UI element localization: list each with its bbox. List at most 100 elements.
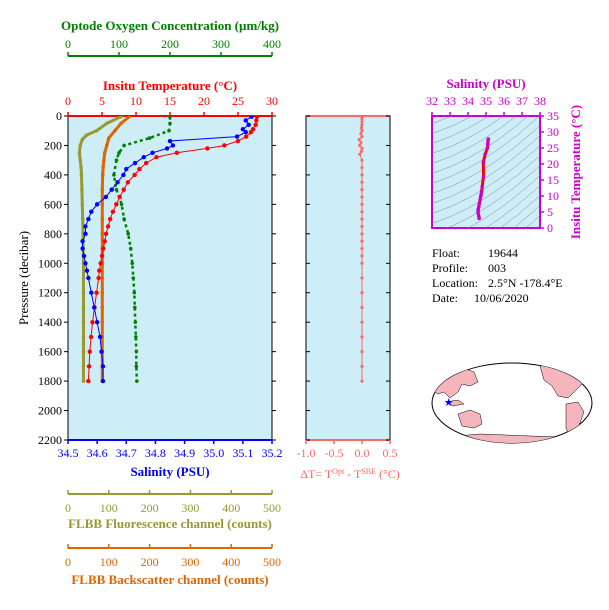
fluorescence-axis-title: FLBB Fluorescence channel (counts) (68, 516, 272, 531)
temperature-axis-title: Insitu Temperature (°C) (103, 78, 237, 93)
temperature-tick-label: 0 (65, 94, 71, 108)
temperature-data-point (86, 378, 91, 384)
temperature-data-point (103, 231, 109, 237)
delta-t-point (359, 132, 363, 136)
ts-point (481, 175, 486, 179)
ts-temperature-tick-label: 30 (547, 125, 559, 139)
fluorescence-data-point (80, 217, 85, 221)
oxygen-data-point (134, 349, 139, 354)
salinity-data-point (81, 253, 87, 259)
ts-salinity-tick-label: 33 (444, 94, 456, 108)
date-label: Date: (432, 291, 458, 305)
oxygen-tick-label: 100 (110, 37, 128, 51)
pressure-tick-label: 600 (44, 197, 62, 211)
salinity-tick-label: 34.7 (116, 446, 137, 460)
oxygen-data-point (135, 379, 139, 383)
temperature-data-point (222, 143, 227, 148)
salinity-data-point (99, 349, 104, 354)
fluorescence-data-point (80, 202, 85, 207)
salinity-data-point (92, 305, 97, 310)
ts-point (477, 216, 481, 221)
map-land-antarctica (435, 433, 591, 443)
salinity-data-point (132, 160, 138, 166)
ts-density-contour (432, 145, 540, 214)
salinity-tick-label: 34.9 (174, 446, 195, 460)
temperature-data-point (243, 134, 249, 139)
temperature-data-point (88, 334, 94, 340)
salinity-data-point (243, 130, 248, 135)
backscatter-data-point (104, 143, 109, 148)
ts-temperature-tick-label: 25 (547, 141, 559, 155)
fluorescence-tick-label: 500 (263, 501, 281, 515)
fluorescence-data-point (81, 320, 86, 324)
backscatter-data-point (102, 151, 107, 155)
ts-point (481, 160, 486, 165)
delta-t-point (360, 180, 364, 184)
delta-t-point (360, 364, 364, 368)
ts-salinity-axis-title: Salinity (PSU) (446, 76, 525, 91)
pressure-tick-label: 1000 (38, 256, 62, 270)
delta-t-point (360, 123, 364, 127)
ts-density-contour (467, 175, 540, 228)
delta-t-point (360, 173, 364, 177)
salinity-tick-label: 34.6 (87, 446, 108, 460)
backscatter-data-point (100, 202, 105, 207)
backscatter-data-point (100, 290, 105, 295)
delta-t-point (360, 335, 364, 339)
fluorescence-data-point (119, 116, 123, 119)
salinity-data-point (100, 378, 106, 384)
fluorescence-data-point (81, 364, 86, 369)
salinity-data-point (86, 216, 91, 222)
delta-t-point (360, 379, 364, 383)
salinity-data-point (94, 319, 100, 325)
location-info-row: Location: 2.5°N -178.4°E (432, 276, 563, 291)
temperature-tick-label: 30 (266, 94, 278, 108)
ts-density-contour (499, 195, 540, 228)
ts-density-contour (525, 215, 540, 228)
salinity-data-point (100, 364, 106, 369)
map-land-indonesia (445, 399, 465, 407)
oxygen-data-point (168, 121, 172, 126)
fluorescence-tick-label: 100 (100, 501, 118, 515)
oxygen-data-point (132, 290, 137, 295)
oxygen-data-point (133, 320, 138, 324)
temperature-data-point (254, 116, 260, 119)
ts-point (477, 201, 482, 206)
ts-point (478, 198, 482, 202)
delta-t-point (359, 126, 364, 130)
salinity-data-point (80, 238, 85, 244)
salinity-data-point (167, 138, 173, 144)
salinity-data-point (150, 150, 155, 156)
location-label: Location: (432, 276, 478, 290)
salinity-data-point (170, 143, 176, 148)
profile-value: 003 (488, 261, 506, 275)
delta-t-panel: -1.0 -0.5 0.0 0.5 ΔT= TOpt - TSBE (°C) (297, 115, 400, 481)
backscatter-tick-label: 400 (222, 555, 240, 569)
temperature-tick-label: 5 (99, 94, 105, 108)
delta-t-point (360, 195, 364, 199)
fluorescence-data-point (104, 121, 109, 126)
oxygen-data-point (114, 187, 119, 192)
temperature-data-point (137, 166, 142, 172)
temperature-data-point (253, 122, 258, 128)
ts-point (478, 194, 483, 199)
backscatter-tick-label: 0 (65, 555, 71, 569)
temperature-data-point (110, 209, 116, 214)
location-value: 2.5°N -178.4°E (488, 276, 563, 290)
ts-salinity-tick-label: 37 (516, 94, 528, 108)
fluorescence-data-point (78, 143, 83, 148)
fluorescence-data-point (81, 276, 86, 280)
backscatter-data-point (100, 173, 105, 177)
delta-t-point (360, 135, 364, 139)
delta-t-point (360, 129, 364, 133)
fluorescence-data-point (78, 158, 83, 162)
delta-t-point (360, 120, 364, 124)
ts-point (485, 146, 490, 150)
delta-t-title-sup: SBE (361, 467, 376, 476)
ts-point (486, 142, 490, 146)
delta-t-point (359, 140, 363, 145)
ts-density-contour (432, 116, 529, 174)
delta-t-point (360, 239, 364, 243)
salinity-data-point (249, 116, 254, 119)
oxygen-profile-line (112, 116, 172, 382)
